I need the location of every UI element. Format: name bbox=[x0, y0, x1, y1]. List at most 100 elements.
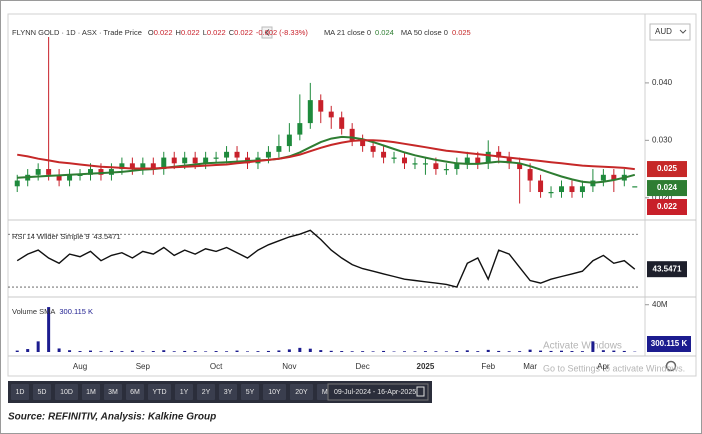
candle-body bbox=[475, 157, 481, 164]
candle-body bbox=[46, 169, 52, 175]
volume-bar bbox=[162, 350, 166, 352]
range-button[interactable] bbox=[219, 384, 237, 400]
range-button-label: 20Y bbox=[295, 389, 308, 396]
volume-bar bbox=[570, 351, 574, 352]
ohlc-label: H bbox=[176, 28, 181, 37]
volume-bar bbox=[68, 350, 72, 352]
volume-bar bbox=[350, 351, 354, 352]
x-tick-label: Nov bbox=[282, 362, 296, 371]
volume-bar bbox=[361, 351, 365, 352]
x-tick-label: Oct bbox=[210, 362, 223, 371]
value-box-label: 0.022 bbox=[657, 202, 678, 211]
volume-bar bbox=[329, 350, 333, 352]
legend-value: 300.115 K bbox=[59, 307, 93, 316]
candle-body bbox=[161, 157, 167, 170]
collapse-button[interactable] bbox=[261, 26, 273, 39]
candle-body bbox=[632, 186, 638, 188]
candle-body bbox=[224, 151, 230, 158]
volume-bar bbox=[214, 351, 218, 352]
volume-bar bbox=[266, 350, 270, 352]
candle-body bbox=[192, 157, 198, 164]
volume-bar bbox=[549, 350, 553, 352]
range-button[interactable] bbox=[55, 384, 78, 400]
volume-bar bbox=[612, 350, 616, 352]
ohlc-value: 0.022 bbox=[207, 28, 226, 37]
volume-bar bbox=[601, 350, 605, 352]
volume-bar bbox=[89, 350, 92, 352]
legend-entry: MA 50 close 0 bbox=[401, 28, 448, 37]
range-button[interactable] bbox=[175, 384, 193, 400]
volume-bar bbox=[287, 349, 291, 352]
candle-body bbox=[600, 174, 606, 181]
volume-bar bbox=[120, 351, 124, 352]
volume-bar bbox=[109, 350, 113, 352]
range-button[interactable] bbox=[104, 384, 122, 400]
candle-body bbox=[412, 163, 418, 165]
x-tick-label: Sep bbox=[136, 362, 151, 371]
candle-body bbox=[265, 151, 271, 158]
x-tick-label: Feb bbox=[481, 362, 495, 371]
range-button-label: 1Y bbox=[180, 389, 189, 396]
date-range[interactable] bbox=[327, 383, 429, 401]
candle-body bbox=[171, 157, 177, 164]
value-box bbox=[647, 161, 687, 178]
candle-body bbox=[182, 157, 188, 164]
range-button[interactable] bbox=[148, 384, 171, 400]
volume-bar bbox=[246, 351, 249, 352]
volume-bar bbox=[141, 351, 145, 352]
volume-bar bbox=[465, 350, 469, 352]
candle-body bbox=[286, 134, 292, 147]
volume-bar bbox=[507, 351, 511, 352]
volume-bar bbox=[130, 350, 134, 352]
line-series bbox=[17, 135, 636, 184]
candle-body bbox=[527, 169, 533, 181]
calendar-icon bbox=[416, 386, 425, 397]
range-button-label: 10D bbox=[60, 389, 73, 396]
collapse-icon bbox=[265, 29, 270, 36]
candle-body bbox=[119, 163, 125, 170]
line-series bbox=[16, 229, 636, 288]
watermark: Activate Windows bbox=[543, 341, 622, 352]
candle-body bbox=[339, 117, 345, 129]
panel-legend: RSI 14 Wilder Simple 9 43.5471 bbox=[12, 232, 121, 241]
range-button[interactable] bbox=[197, 384, 215, 400]
range-button[interactable] bbox=[33, 384, 51, 400]
candle-body bbox=[307, 100, 313, 124]
range-button-label: 10Y bbox=[268, 389, 281, 396]
y-tick-label: 0.020 bbox=[652, 193, 673, 202]
volume-bar bbox=[193, 351, 197, 352]
range-button-label: 5Y bbox=[246, 389, 255, 396]
candle-body bbox=[213, 157, 219, 159]
range-button[interactable] bbox=[82, 384, 100, 400]
candle-body bbox=[569, 186, 575, 193]
range-button-label: 2Y bbox=[202, 389, 211, 396]
value-box bbox=[647, 261, 687, 278]
range-button[interactable] bbox=[241, 384, 259, 400]
volume-bar bbox=[455, 351, 459, 352]
volume-bar bbox=[78, 351, 82, 352]
range-button[interactable] bbox=[263, 384, 286, 400]
volume-bar bbox=[539, 350, 543, 352]
legend-value: 0.024 bbox=[375, 28, 394, 37]
x-tick-label: Dec bbox=[356, 362, 370, 371]
range-button[interactable] bbox=[126, 384, 144, 400]
volume-bar bbox=[47, 307, 51, 352]
value-box-label: 300.115 K bbox=[651, 339, 688, 348]
change: -0.002 bbox=[256, 28, 277, 37]
range-button-label: 3Y bbox=[224, 389, 233, 396]
candle-body bbox=[506, 157, 512, 164]
volume-bar bbox=[319, 350, 323, 352]
candle-body bbox=[402, 157, 407, 164]
volume-bar bbox=[277, 350, 281, 352]
change-pct: (-8.33%) bbox=[279, 28, 308, 37]
candle-body bbox=[433, 163, 439, 170]
candle-body bbox=[517, 163, 523, 170]
value-box bbox=[647, 180, 687, 197]
range-button-label: YTD bbox=[153, 389, 167, 396]
range-button[interactable] bbox=[11, 384, 29, 400]
range-button[interactable] bbox=[290, 384, 313, 400]
currency-dropdown[interactable] bbox=[649, 23, 691, 41]
candle-body bbox=[98, 169, 104, 175]
settings-icon[interactable] bbox=[665, 360, 677, 372]
